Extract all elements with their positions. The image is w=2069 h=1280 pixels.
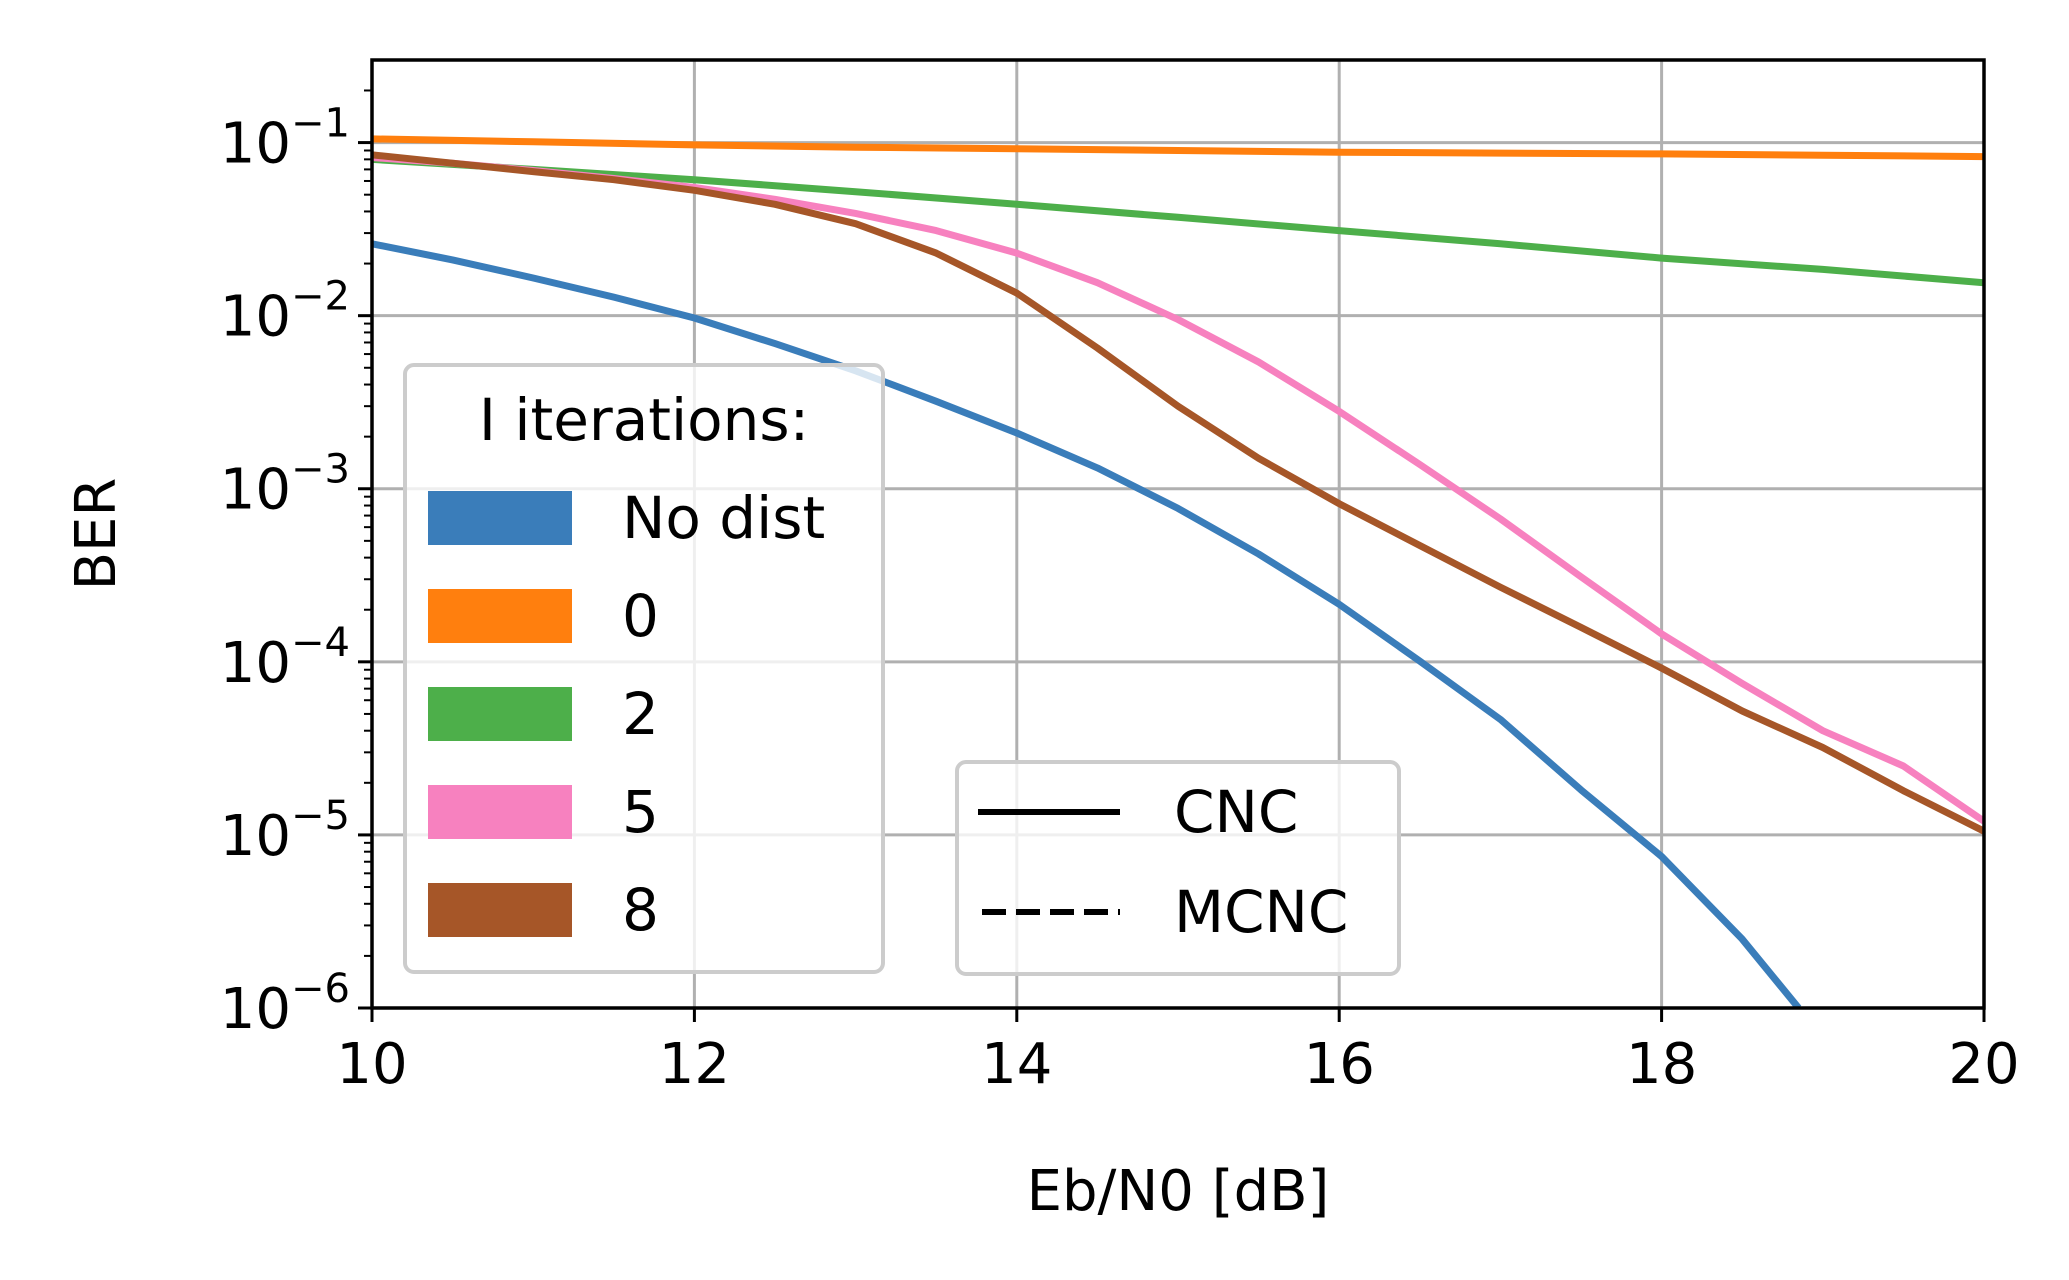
x-tick-label-10: 10	[336, 1032, 407, 1097]
legend-iterations-label-0: No dist	[622, 484, 825, 552]
x-tick-label-12: 12	[659, 1032, 730, 1097]
series-line-0	[372, 240, 1802, 1008]
x-tick-label-14: 14	[981, 1032, 1052, 1097]
legend-iterations-label-3: 5	[622, 778, 659, 846]
legend-iterations-label-4: 8	[622, 876, 659, 944]
legend-iterations-swatch-1	[428, 589, 572, 643]
series-line-1	[372, 135, 1984, 161]
y-tick-label-−2: 10−2	[220, 274, 350, 350]
legend-iterations-label-1: 0	[622, 582, 659, 650]
legend-style: CNC MCNC	[955, 760, 1401, 976]
legend-iterations-title: I iterations:	[479, 386, 809, 454]
legend-iterations-label-2: 2	[622, 680, 659, 748]
x-axis-label: Eb/N0 [dB]	[1027, 1159, 1330, 1224]
x-tick-label-18: 18	[1626, 1032, 1697, 1097]
legend-iterations: I iterations: No dist 0 2 5 8	[403, 363, 885, 974]
legend-style-label-mcnc: MCNC	[1174, 878, 1348, 946]
legend-iterations-swatch-4	[428, 883, 572, 937]
legend-iterations-swatch-3	[428, 785, 572, 839]
legend-iterations-swatch-0	[428, 491, 572, 545]
series-layer	[372, 135, 1984, 1008]
ticks	[358, 89, 1986, 1022]
legend-iterations-swatch-2	[428, 687, 572, 741]
legend-style-label-cnc: CNC	[1174, 778, 1298, 846]
y-tick-label-−6: 10−6	[220, 966, 350, 1042]
y-tick-label-−5: 10−5	[220, 793, 350, 869]
plot-frame	[370, 58, 1986, 1010]
series-line-2	[372, 155, 1984, 287]
y-tick-label-−4: 10−4	[220, 620, 350, 696]
x-tick-label-16: 16	[1304, 1032, 1375, 1097]
y-axis-label: BER	[64, 478, 129, 591]
x-tick-label-20: 20	[1948, 1032, 2019, 1097]
series-line-4	[372, 151, 1984, 835]
y-tick-label-−3: 10−3	[220, 447, 350, 523]
y-tick-label-−1: 10−1	[220, 101, 350, 177]
